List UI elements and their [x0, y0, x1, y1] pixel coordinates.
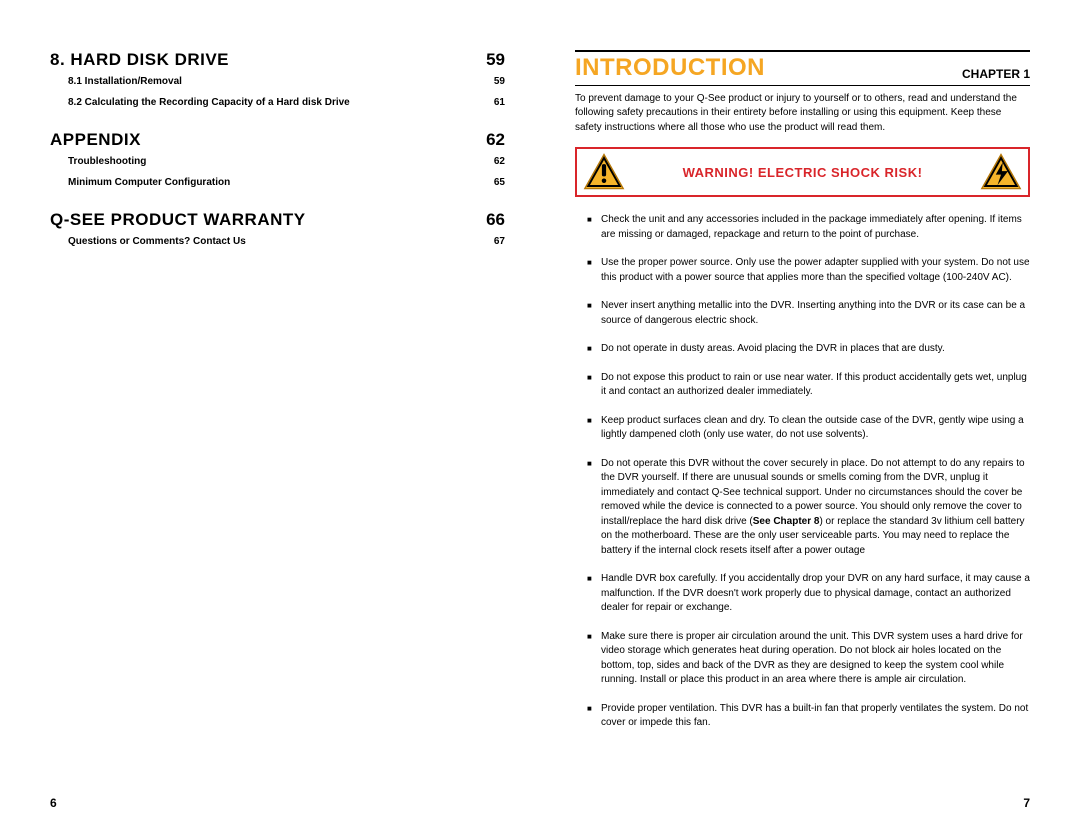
toc-sub-page: 67: [494, 236, 505, 247]
toc-sub-label: Questions or Comments? Contact Us: [68, 236, 246, 247]
toc-sub-page: 62: [494, 156, 505, 167]
list-item: Do not operate this DVR without the cove…: [587, 457, 1030, 559]
warning-exclamation-icon: [583, 153, 625, 191]
toc-section-row: APPENDIX 62: [50, 130, 505, 150]
intro-paragraph: To prevent damage to your Q-See product …: [575, 92, 1030, 136]
list-item: Never insert anything metallic into the …: [587, 299, 1030, 328]
page-left: 8. HARD DISK DRIVE 59 8.1 Installation/R…: [0, 0, 540, 834]
toc-sub-row: Troubleshooting 62: [50, 156, 505, 167]
toc-section-title: APPENDIX: [50, 130, 141, 150]
toc-sub-row: Minimum Computer Configuration 65: [50, 177, 505, 188]
chapter-reference: See Chapter 8: [753, 516, 820, 527]
toc-sub-label: 8.2 Calculating the Recording Capacity o…: [68, 97, 350, 108]
toc-sub-label: Troubleshooting: [68, 156, 146, 167]
toc-group-hdd: 8. HARD DISK DRIVE 59 8.1 Installation/R…: [50, 50, 505, 108]
chapter-label: CHAPTER 1: [962, 67, 1030, 85]
toc-sub-row: 8.2 Calculating the Recording Capacity o…: [50, 97, 505, 108]
list-item: Do not expose this product to rain or us…: [587, 371, 1030, 400]
list-item: Do not operate in dusty areas. Avoid pla…: [587, 342, 1030, 357]
safety-bullet-list: Check the unit and any accessories inclu…: [575, 213, 1030, 731]
warning-box: WARNING! ELECTRIC SHOCK RISK!: [575, 147, 1030, 197]
toc-sub-page: 59: [494, 76, 505, 87]
list-item: Check the unit and any accessories inclu…: [587, 213, 1030, 242]
toc-section-row: 8. HARD DISK DRIVE 59: [50, 50, 505, 70]
page-number-left: 6: [50, 796, 57, 810]
toc-sub-page: 65: [494, 177, 505, 188]
toc-section-page: 59: [486, 50, 505, 70]
toc-section-page: 62: [486, 130, 505, 150]
list-item: Provide proper ventilation. This DVR has…: [587, 702, 1030, 731]
toc-section-title: 8. HARD DISK DRIVE: [50, 50, 229, 70]
list-item: Use the proper power source. Only use th…: [587, 256, 1030, 285]
toc-section-page: 66: [486, 210, 505, 230]
list-item: Make sure there is proper air circulatio…: [587, 630, 1030, 688]
toc-sub-row: Questions or Comments? Contact Us 67: [50, 236, 505, 247]
intro-header: INTRODUCTION CHAPTER 1: [575, 50, 1030, 86]
intro-title: INTRODUCTION: [575, 52, 765, 85]
warning-text: WARNING! ELECTRIC SHOCK RISK!: [625, 165, 980, 180]
toc-sub-label: 8.1 Installation/Removal: [68, 76, 182, 87]
page-number-right: 7: [1023, 796, 1030, 810]
page-right: INTRODUCTION CHAPTER 1 To prevent damage…: [540, 0, 1080, 834]
warning-shock-icon: [980, 153, 1022, 191]
list-item: Handle DVR box carefully. If you acciden…: [587, 572, 1030, 616]
toc-sub-label: Minimum Computer Configuration: [68, 177, 230, 188]
toc-group-warranty: Q-SEE PRODUCT WARRANTY 66 Questions or C…: [50, 210, 505, 247]
toc-sub-row: 8.1 Installation/Removal 59: [50, 76, 505, 87]
toc-sub-page: 61: [494, 97, 505, 108]
toc-group-appendix: APPENDIX 62 Troubleshooting 62 Minimum C…: [50, 130, 505, 188]
toc-section-title: Q-SEE PRODUCT WARRANTY: [50, 210, 306, 230]
toc-section-row: Q-SEE PRODUCT WARRANTY 66: [50, 210, 505, 230]
list-item: Keep product surfaces clean and dry. To …: [587, 414, 1030, 443]
